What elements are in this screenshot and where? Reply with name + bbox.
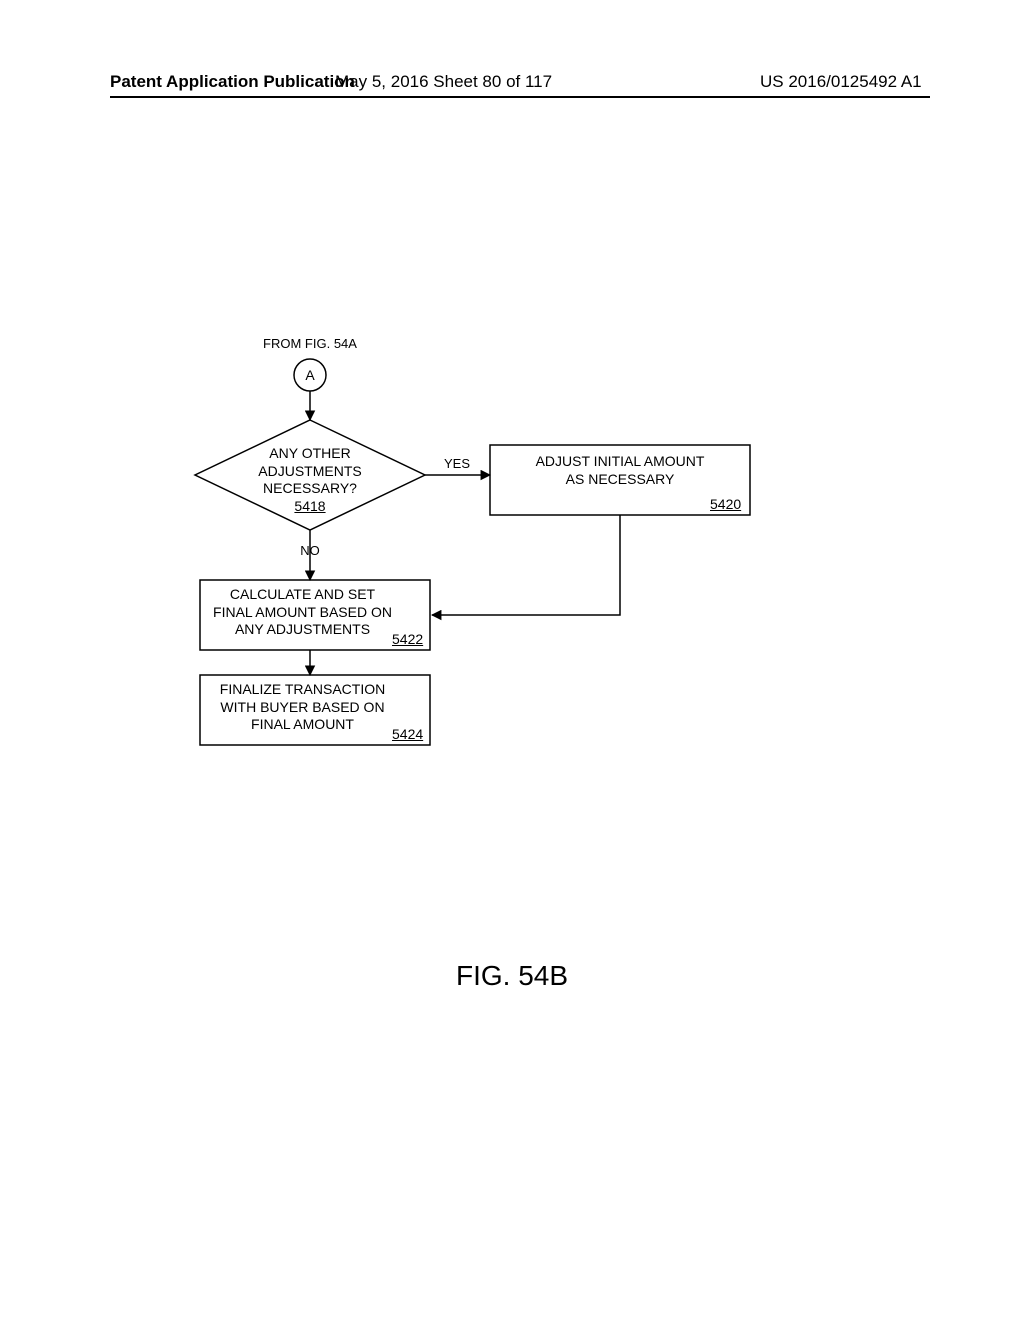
arrow-adjust-to-calc	[432, 515, 620, 615]
finalize-text: FINALIZE TRANSACTION WITH BUYER BASED ON…	[205, 681, 400, 734]
adjust-line2: AS NECESSARY	[490, 471, 750, 489]
decision-line2: ADJUSTMENTS	[240, 463, 380, 481]
calc-line3: ANY ADJUSTMENTS	[205, 621, 400, 639]
adjust-ref-wrap: 5420	[710, 496, 741, 514]
decision-text: ANY OTHER ADJUSTMENTS NECESSARY? 5418	[240, 445, 380, 515]
page: Patent Application Publication May 5, 20…	[0, 0, 1024, 1320]
calc-line2: FINAL AMOUNT BASED ON	[205, 604, 400, 622]
connector-a-label: A	[305, 367, 315, 383]
finalize-ref-wrap: 5424	[392, 726, 423, 744]
calc-text: CALCULATE AND SET FINAL AMOUNT BASED ON …	[205, 586, 400, 639]
calc-ref: 5422	[392, 631, 423, 647]
flowchart: A FROM FIG. 54A YES NO	[170, 330, 810, 815]
decision-ref: 5418	[294, 498, 325, 514]
header-right: US 2016/0125492 A1	[760, 72, 922, 92]
finalize-line3: FINAL AMOUNT	[205, 716, 400, 734]
calc-ref-wrap: 5422	[392, 631, 423, 649]
adjust-text: ADJUST INITIAL AMOUNT AS NECESSARY	[490, 453, 750, 488]
finalize-line2: WITH BUYER BASED ON	[205, 699, 400, 717]
decision-line1: ANY OTHER	[240, 445, 380, 463]
finalize-ref: 5424	[392, 726, 423, 742]
calc-line1: CALCULATE AND SET	[205, 586, 400, 604]
figure-caption: FIG. 54B	[0, 960, 1024, 992]
from-label: FROM FIG. 54A	[263, 336, 357, 351]
flowchart-svg: A FROM FIG. 54A YES NO	[170, 330, 810, 810]
yes-label: YES	[444, 456, 470, 471]
header-rule	[110, 96, 930, 98]
finalize-line1: FINALIZE TRANSACTION	[205, 681, 400, 699]
header-center: May 5, 2016 Sheet 80 of 117	[335, 72, 552, 92]
header-left: Patent Application Publication	[110, 72, 355, 92]
adjust-line1: ADJUST INITIAL AMOUNT	[490, 453, 750, 471]
decision-line3: NECESSARY?	[240, 480, 380, 498]
adjust-ref: 5420	[710, 496, 741, 512]
